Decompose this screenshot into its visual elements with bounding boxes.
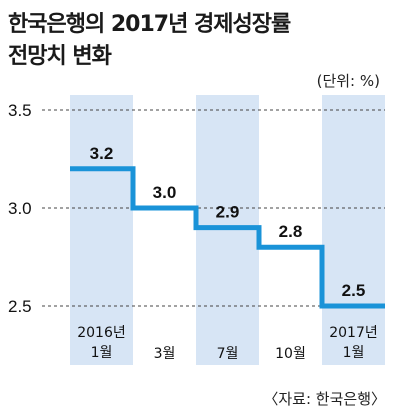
data-label: 2.9 [216, 203, 240, 222]
data-label: 2.8 [279, 222, 303, 241]
data-label: 3.2 [90, 144, 114, 163]
x-tick-label: 1월 [91, 345, 113, 361]
chart-title-line2: 전망치 변화 [8, 44, 112, 69]
data-label: 2.5 [342, 281, 366, 300]
x-tick-label: 1월 [343, 345, 365, 361]
y-tick-label: 3.5 [8, 101, 32, 120]
column-band [70, 95, 133, 365]
chart-title-line1: 한국은행의 2017년 경제성장률 [8, 12, 291, 37]
y-tick-label: 2.5 [8, 297, 32, 316]
source-label: 〈자료: 한국은행〉 [263, 390, 386, 408]
x-tick-label: 10월 [275, 346, 306, 362]
series-step-line [70, 166, 385, 309]
x-tick-label: 2016년 [77, 325, 126, 341]
unit-label: (단위: %) [316, 72, 380, 90]
x-tick-label: 3월 [154, 346, 176, 362]
y-tick-label: 3.0 [8, 199, 32, 218]
x-tick-label: 7월 [217, 346, 239, 362]
column-band [322, 95, 385, 365]
data-label: 3.0 [153, 183, 177, 202]
x-tick-label: 2017년 [329, 325, 378, 341]
